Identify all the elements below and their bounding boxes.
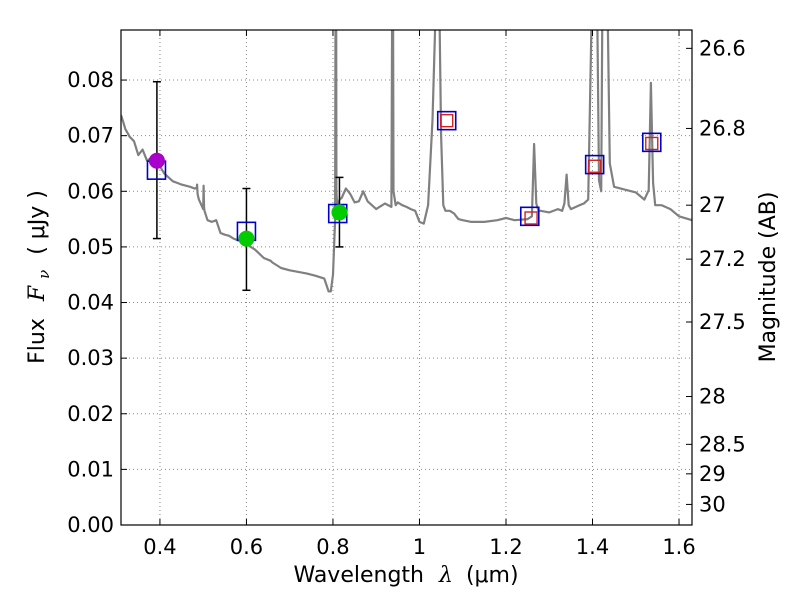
y-tick-label: 0.02 <box>67 402 114 426</box>
data-points-group <box>146 80 662 292</box>
plot-frame <box>120 29 693 526</box>
y2-tick-label: 27.2 <box>699 247 746 271</box>
x-tick-label: 0.4 <box>143 535 176 559</box>
predicted-marker <box>524 211 538 225</box>
model-photometry-marker <box>519 206 540 227</box>
y2-tick-label: 30 <box>699 492 726 516</box>
observed-point-green-2 <box>331 204 348 221</box>
y2-tick-label: 27 <box>699 193 726 217</box>
model-photometry-marker <box>584 154 605 175</box>
model-spectrum-line <box>121 30 692 293</box>
y-tick-label: 0.08 <box>67 68 114 92</box>
model-photometry-marker <box>641 132 662 153</box>
y-axis-label: Flux F ν ( μJy ) <box>25 190 55 364</box>
y2-axis-ticks: 26.6 26.8 27 27.2 27.5 28 28.5 29 30 <box>686 36 746 516</box>
y-tick-label: 0.05 <box>67 235 114 259</box>
observed-point-magenta <box>148 152 165 169</box>
y-tick-label: 0.03 <box>67 346 114 370</box>
predicted-marker <box>440 113 454 128</box>
predicted-marker <box>587 159 602 173</box>
y2-tick-label: 26.6 <box>699 36 746 60</box>
y-axis-label-symbol: F <box>25 285 50 302</box>
x-tick-label: 1.6 <box>662 535 695 559</box>
x-tick-label: 1 <box>413 535 426 559</box>
y-axis-ticks: 0.00 0.01 0.02 0.03 0.04 0.05 0.06 0.07 0.08 <box>67 68 127 537</box>
y2-tick-label: 26.8 <box>699 116 746 140</box>
predicted-marker <box>645 136 659 151</box>
x-axis-label-text: Wavelength <box>293 563 424 588</box>
y-axis-label-subscript: ν <box>35 270 53 279</box>
x-tick-label: 1.4 <box>576 535 609 559</box>
y2-tick-label: 28 <box>699 385 726 409</box>
y-tick-label: 0.06 <box>67 179 114 203</box>
x-tick-label: 1.2 <box>489 535 522 559</box>
observed-point-green-1 <box>238 230 255 247</box>
x-tick-label: 0.8 <box>316 535 349 559</box>
y2-tick-label: 29 <box>699 462 726 486</box>
y2-tick-label: 28.5 <box>699 432 746 456</box>
y-axis-label-unit: ( μJy ) <box>25 190 50 255</box>
x-tick-label: 0.6 <box>230 535 263 559</box>
x-axis-label-unit: (μm) <box>466 563 519 588</box>
x-axis-label-symbol: λ <box>438 563 453 588</box>
y-tick-label: 0.07 <box>67 124 114 148</box>
y-axis-label-text: Flux <box>25 318 50 364</box>
y-tick-label: 0.01 <box>67 457 114 481</box>
y-tick-label: 0.00 <box>67 513 114 537</box>
x-axis-label: Wavelength λ (μm) <box>293 563 518 588</box>
grid-lines <box>121 30 692 525</box>
y-tick-label: 0.04 <box>67 291 114 315</box>
model-photometry-marker <box>436 110 457 131</box>
y2-tick-label: 27.5 <box>699 310 746 334</box>
y2-axis-label: Magnitude (AB) <box>756 192 781 363</box>
x-axis-ticks: 0.4 0.6 0.8 1 1.2 1.4 1.6 <box>143 30 696 559</box>
plot-background <box>121 30 692 525</box>
model-spectrum-group <box>121 30 692 293</box>
